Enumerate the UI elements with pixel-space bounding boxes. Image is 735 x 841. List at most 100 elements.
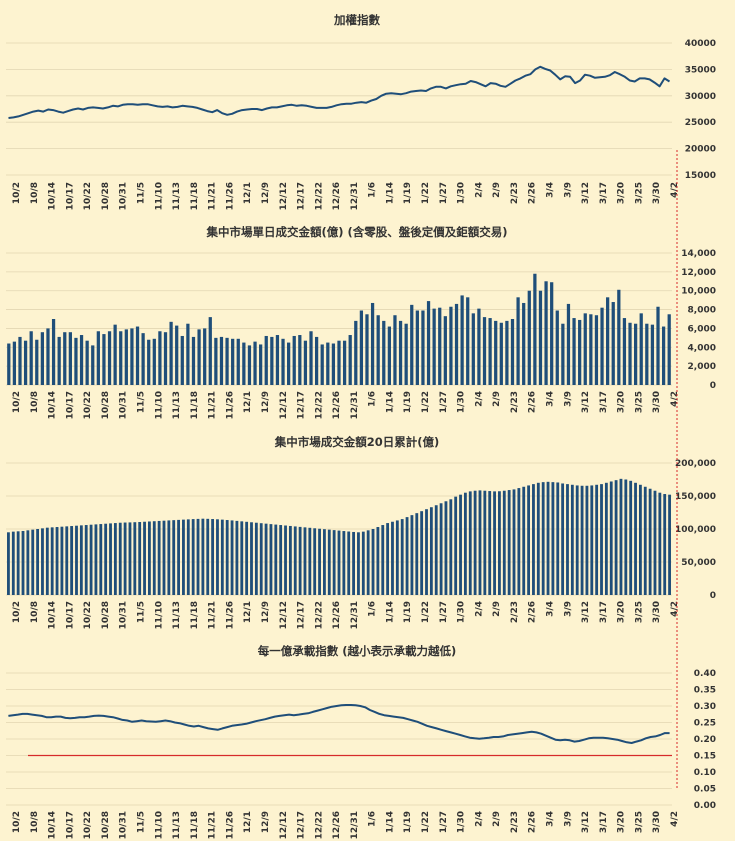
bar bbox=[600, 484, 603, 595]
y-tick-label: 15000 bbox=[685, 171, 716, 181]
chart-load-index-title: 每一億承載指數 (越小表示承載力越低) bbox=[258, 644, 457, 658]
bar bbox=[555, 310, 559, 385]
x-tick-label: 11/18 bbox=[190, 601, 200, 629]
bar bbox=[507, 490, 511, 595]
bar bbox=[60, 526, 64, 595]
bar bbox=[578, 319, 582, 385]
chart-index-yticks: 15000 20000 25000 30000 35000 40000 bbox=[685, 39, 716, 181]
x-tick-label: 10/2 bbox=[12, 811, 22, 833]
chart-index-grid bbox=[6, 42, 672, 176]
x-tick-label: 12/26 bbox=[332, 601, 342, 629]
x-tick-label: 10/31 bbox=[119, 601, 129, 629]
bar bbox=[381, 525, 385, 595]
x-tick-label: 3/17 bbox=[599, 811, 609, 833]
bar bbox=[653, 490, 657, 595]
bar bbox=[85, 340, 89, 385]
x-tick-label: 11/13 bbox=[172, 391, 182, 419]
bar bbox=[561, 483, 565, 595]
bar bbox=[415, 513, 419, 595]
bar bbox=[245, 521, 249, 595]
x-tick-label: 10/2 bbox=[12, 601, 22, 623]
x-tick-label: 2/23 bbox=[510, 182, 520, 204]
bar bbox=[348, 335, 352, 385]
bar bbox=[643, 486, 647, 595]
bar bbox=[12, 341, 17, 385]
bar bbox=[624, 479, 628, 595]
x-tick-label: 4/2 bbox=[670, 391, 680, 407]
bar bbox=[439, 503, 443, 595]
bar bbox=[415, 310, 419, 385]
bar bbox=[595, 484, 599, 595]
x-tick-label: 10/28 bbox=[101, 391, 111, 419]
bar bbox=[201, 518, 205, 595]
bar bbox=[141, 333, 145, 385]
y-tick-label: 200,000 bbox=[675, 459, 716, 469]
bar bbox=[517, 488, 521, 595]
bar bbox=[650, 324, 655, 385]
x-tick-label: 11/13 bbox=[172, 182, 182, 210]
bar bbox=[225, 520, 229, 595]
bar bbox=[405, 517, 409, 595]
bar bbox=[214, 337, 218, 385]
x-tick-label: 12/26 bbox=[332, 182, 342, 210]
bar bbox=[211, 519, 215, 595]
chart-load-index-xticks: 10/2 10/8 10/14 10/17 10/22 10/28 10/31 11/5 11/… bbox=[12, 811, 680, 839]
x-tick-label: 2/26 bbox=[528, 601, 538, 623]
bar bbox=[79, 525, 83, 595]
chart-cumulative-turnover-title: 集中市場成交金額20日累計(億) bbox=[274, 435, 440, 449]
y-tick-label: 150,000 bbox=[675, 492, 716, 502]
x-tick-label: 2/9 bbox=[492, 811, 502, 827]
bar bbox=[656, 306, 660, 385]
x-tick-label: 1/22 bbox=[421, 182, 431, 204]
bar bbox=[236, 338, 240, 385]
bar bbox=[326, 342, 330, 385]
chart-cumulative-turnover-yticks: 0 50,000 100,000 150,000 200,000 bbox=[675, 459, 716, 601]
bar bbox=[113, 324, 117, 385]
chart-daily-turnover-title: 集中市場單日成交金額(億) (含零股、盤後定價及鉅額交易) bbox=[205, 225, 507, 239]
bar bbox=[113, 523, 117, 595]
x-tick-label: 12/12 bbox=[279, 182, 289, 210]
bar bbox=[387, 326, 391, 385]
bar bbox=[622, 318, 627, 385]
bar bbox=[550, 282, 554, 385]
x-tick-label: 1/30 bbox=[457, 811, 467, 833]
y-tick-label: 10,000 bbox=[681, 287, 716, 297]
y-tick-label: 0.00 bbox=[694, 801, 716, 811]
bar bbox=[253, 341, 257, 385]
x-tick-label: 1/22 bbox=[421, 391, 431, 413]
bar bbox=[502, 490, 506, 595]
chart-daily-turnover-yticks: 0 2,000 4,000 6,000 8,000 10,000 12,000 14,000 bbox=[681, 249, 716, 391]
bar bbox=[172, 520, 176, 595]
x-tick-label: 11/13 bbox=[172, 601, 182, 629]
bar bbox=[133, 522, 137, 595]
bar bbox=[382, 320, 386, 385]
bar bbox=[477, 308, 481, 385]
x-tick-label: 1/22 bbox=[421, 601, 431, 623]
x-tick-label: 12/9 bbox=[261, 391, 271, 413]
x-tick-label: 3/4 bbox=[546, 811, 556, 827]
bar bbox=[359, 310, 364, 385]
bar bbox=[391, 521, 394, 595]
x-tick-label: 11/5 bbox=[136, 811, 146, 833]
x-tick-label: 11/10 bbox=[154, 182, 164, 210]
bar bbox=[337, 530, 341, 595]
x-tick-label: 3/4 bbox=[546, 182, 556, 198]
bar bbox=[94, 524, 98, 595]
bar bbox=[629, 480, 633, 595]
bar bbox=[541, 482, 545, 595]
x-tick-label: 1/6 bbox=[368, 811, 378, 827]
bar bbox=[668, 494, 671, 595]
x-tick-label: 12/9 bbox=[261, 601, 271, 623]
bar bbox=[421, 310, 425, 385]
bar bbox=[191, 336, 196, 385]
y-tick-label: 0.10 bbox=[694, 768, 716, 778]
x-tick-label: 3/30 bbox=[652, 391, 662, 413]
x-tick-label: 3/4 bbox=[546, 601, 556, 617]
bar bbox=[35, 339, 39, 385]
x-tick-label: 2/26 bbox=[528, 811, 538, 833]
x-tick-label: 10/28 bbox=[101, 811, 111, 839]
x-tick-label: 1/27 bbox=[439, 811, 449, 833]
y-tick-label: 12,000 bbox=[681, 268, 716, 278]
x-tick-label: 1/30 bbox=[457, 182, 467, 204]
x-tick-label: 10/14 bbox=[48, 182, 58, 210]
